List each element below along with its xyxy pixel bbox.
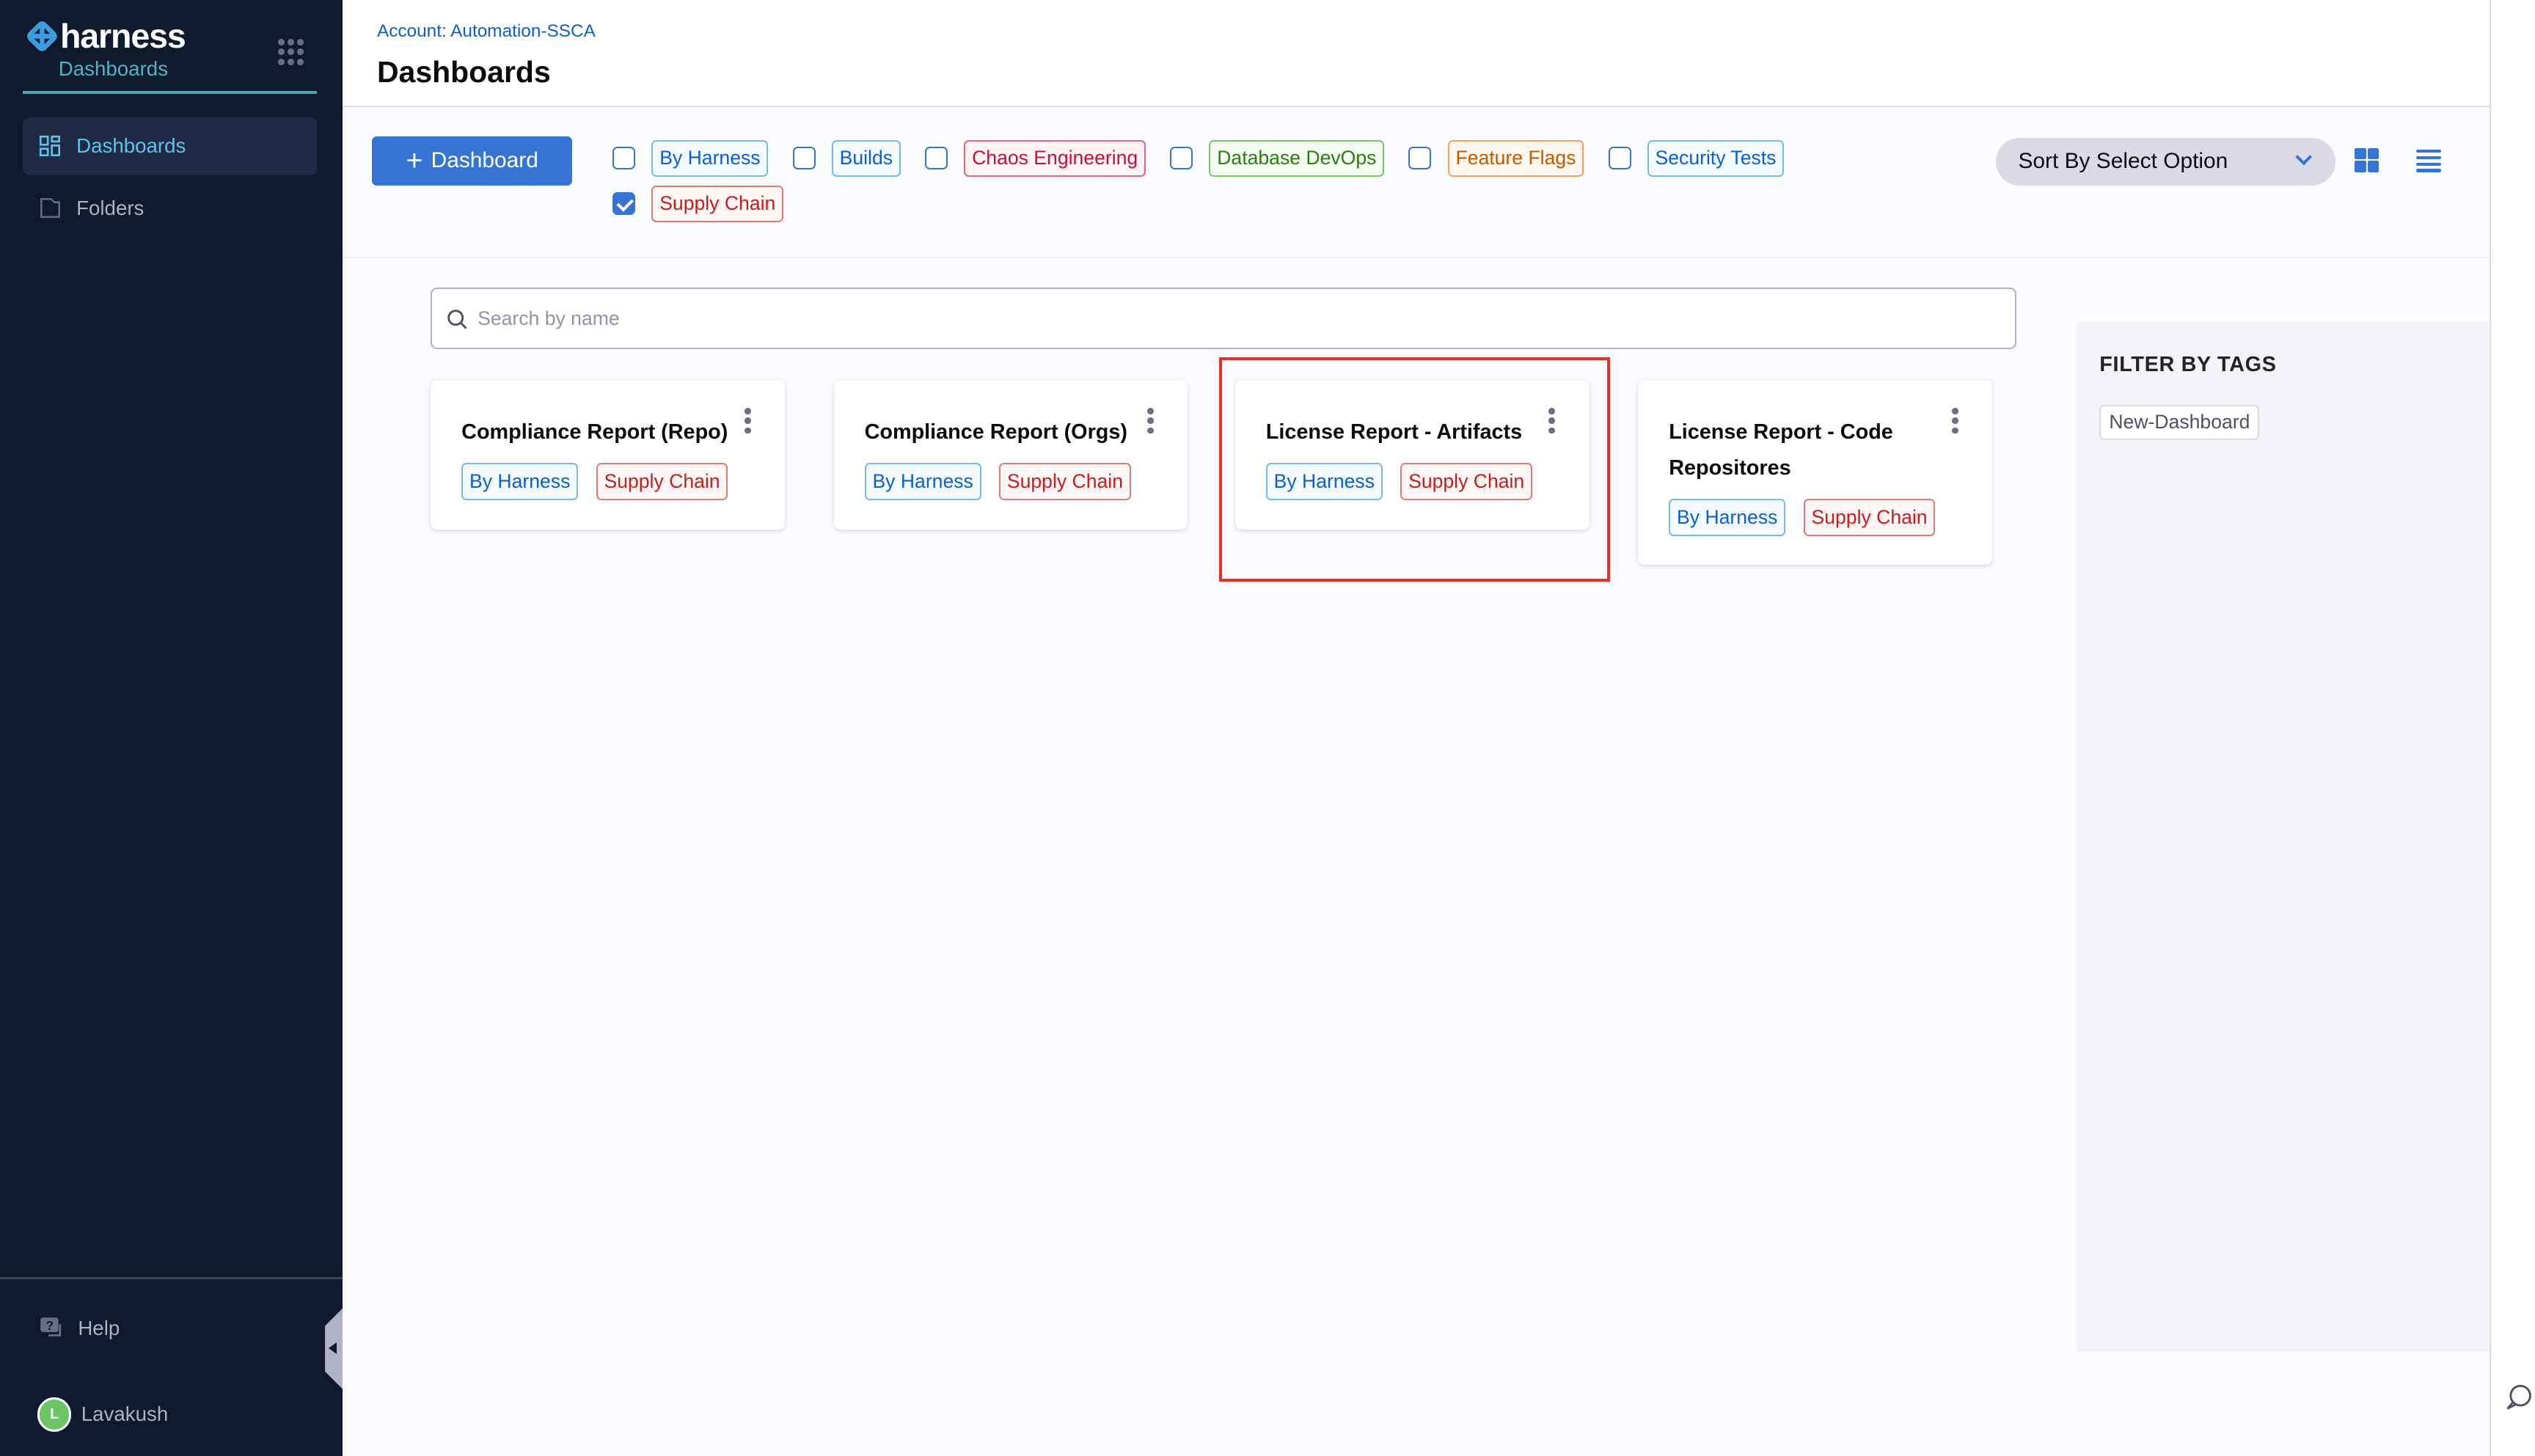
divider — [343, 257, 2490, 259]
filter-by-tags-title: FILTER BY TAGS — [2099, 352, 2277, 376]
user-name: Lavakush — [81, 1402, 169, 1426]
plus-icon: + — [406, 144, 423, 177]
chat-support-icon[interactable] — [2504, 1383, 2534, 1412]
filter-tag-database-devops[interactable]: Database DevOps — [1209, 139, 1385, 178]
sort-label: Sort By Select Option — [2018, 149, 2228, 174]
card-tag: Supply Chain — [1803, 499, 1936, 536]
folder-icon — [40, 198, 61, 218]
module-name: Dashboards — [58, 56, 169, 80]
dashboard-card[interactable]: Compliance Report (Orgs) By Harness Suppl… — [833, 380, 1188, 530]
dashboard-icon — [40, 135, 61, 156]
divider — [2489, 0, 2492, 1456]
filter-tag-chaos-engineering[interactable]: Chaos Engineering — [964, 139, 1146, 178]
breadcrumb[interactable]: Account: Automation-SSCA — [376, 21, 596, 41]
sidebar-item-label: Folders — [76, 196, 145, 219]
sidebar-item-dashboards[interactable]: Dashboards — [23, 117, 317, 176]
dashboard-card[interactable]: License Report - Artifacts By Harness Sup… — [1234, 380, 1590, 530]
add-dashboard-button[interactable]: + Dashboard — [372, 136, 572, 186]
harness-logo-icon — [27, 21, 57, 51]
tag-filters-row-2: Supply Chain — [612, 185, 784, 223]
help-button[interactable]: ? Help — [39, 1316, 120, 1340]
tag-filters-row-1: By Harness Builds Chaos Engineering Data… — [612, 139, 1785, 178]
help-label: Help — [78, 1317, 120, 1340]
search-icon — [447, 309, 467, 329]
filter-checkbox-chaos-engineering[interactable] — [925, 147, 948, 170]
filter-checkbox-builds[interactable] — [792, 147, 816, 170]
harness-logo[interactable]: harness — [24, 16, 186, 56]
filter-checkbox-by-harness[interactable] — [612, 147, 636, 170]
filter-by-tags-panel: FILTER BY TAGS New-Dashboard — [2077, 321, 2490, 1353]
help-icon: ? — [40, 1317, 62, 1337]
filter-tag-security-tests[interactable]: Security Tests — [1647, 139, 1785, 178]
card-tag: Supply Chain — [596, 463, 728, 500]
divider — [0, 1277, 343, 1279]
filter-checkbox-supply-chain[interactable] — [612, 192, 636, 216]
user-profile[interactable]: L Lavakush — [37, 1397, 168, 1432]
sort-dropdown[interactable]: Sort By Select Option — [1995, 138, 2335, 186]
sidebar-item-label: Dashboards — [76, 134, 186, 158]
highlight-box — [1218, 357, 1611, 582]
app-switcher-icon[interactable] — [277, 39, 304, 65]
more-options-icon[interactable] — [744, 408, 751, 437]
more-options-icon[interactable] — [1147, 408, 1154, 437]
filter-checkbox-database-devops[interactable] — [1170, 147, 1193, 170]
card-tag: Supply Chain — [999, 463, 1131, 500]
right-strip — [2491, 0, 2535, 1456]
search-placeholder: Search by name — [478, 307, 620, 329]
filter-tag-supply-chain[interactable]: Supply Chain — [651, 185, 784, 223]
dashboard-card[interactable]: License Report - Code Repositores By Har… — [1638, 380, 1993, 566]
card-tag: Supply Chain — [1400, 463, 1533, 500]
page-header: Account: Automation-SSCA Dashboards — [343, 0, 2490, 108]
tag-new-dashboard[interactable]: New-Dashboard — [2099, 404, 2260, 440]
more-options-icon[interactable] — [1548, 408, 1556, 437]
filter-tag-feature-flags[interactable]: Feature Flags — [1447, 139, 1584, 178]
grid-view-icon[interactable] — [2355, 147, 2379, 172]
card-title: License Report - Code Repositores — [1669, 420, 1893, 480]
card-title: Compliance Report (Orgs) — [864, 420, 1127, 444]
filter-checkbox-security-tests[interactable] — [1608, 147, 1631, 170]
chevron-down-icon — [2295, 148, 2312, 165]
dashboard-card[interactable]: Compliance Report (Repo) By Harness Suppl… — [431, 380, 786, 530]
sidebar: harness Dashboards Dashboards Folders ? … — [0, 0, 343, 1456]
avatar: L — [37, 1397, 72, 1432]
logo-text: harness — [59, 17, 186, 56]
search-input[interactable]: Search by name — [431, 288, 2017, 350]
list-view-icon[interactable] — [2416, 149, 2441, 175]
filter-tag-builds[interactable]: Builds — [831, 139, 901, 178]
add-dashboard-label: Dashboard — [431, 148, 538, 173]
card-tag: By Harness — [1669, 499, 1786, 536]
svg-text:?: ? — [45, 1318, 54, 1333]
card-title: License Report - Artifacts — [1265, 420, 1523, 444]
page-title: Dashboards — [376, 55, 551, 89]
filter-tag-by-harness[interactable]: By Harness — [651, 139, 769, 178]
sidebar-item-folders[interactable]: Folders — [23, 179, 317, 238]
more-options-icon[interactable] — [1951, 408, 1958, 437]
filter-checkbox-feature-flags[interactable] — [1408, 147, 1432, 170]
card-tag: By Harness — [1265, 463, 1383, 500]
card-tag: By Harness — [461, 463, 579, 500]
divider — [23, 91, 317, 95]
card-tag: By Harness — [864, 463, 981, 500]
card-title: Compliance Report (Repo) — [461, 420, 728, 444]
